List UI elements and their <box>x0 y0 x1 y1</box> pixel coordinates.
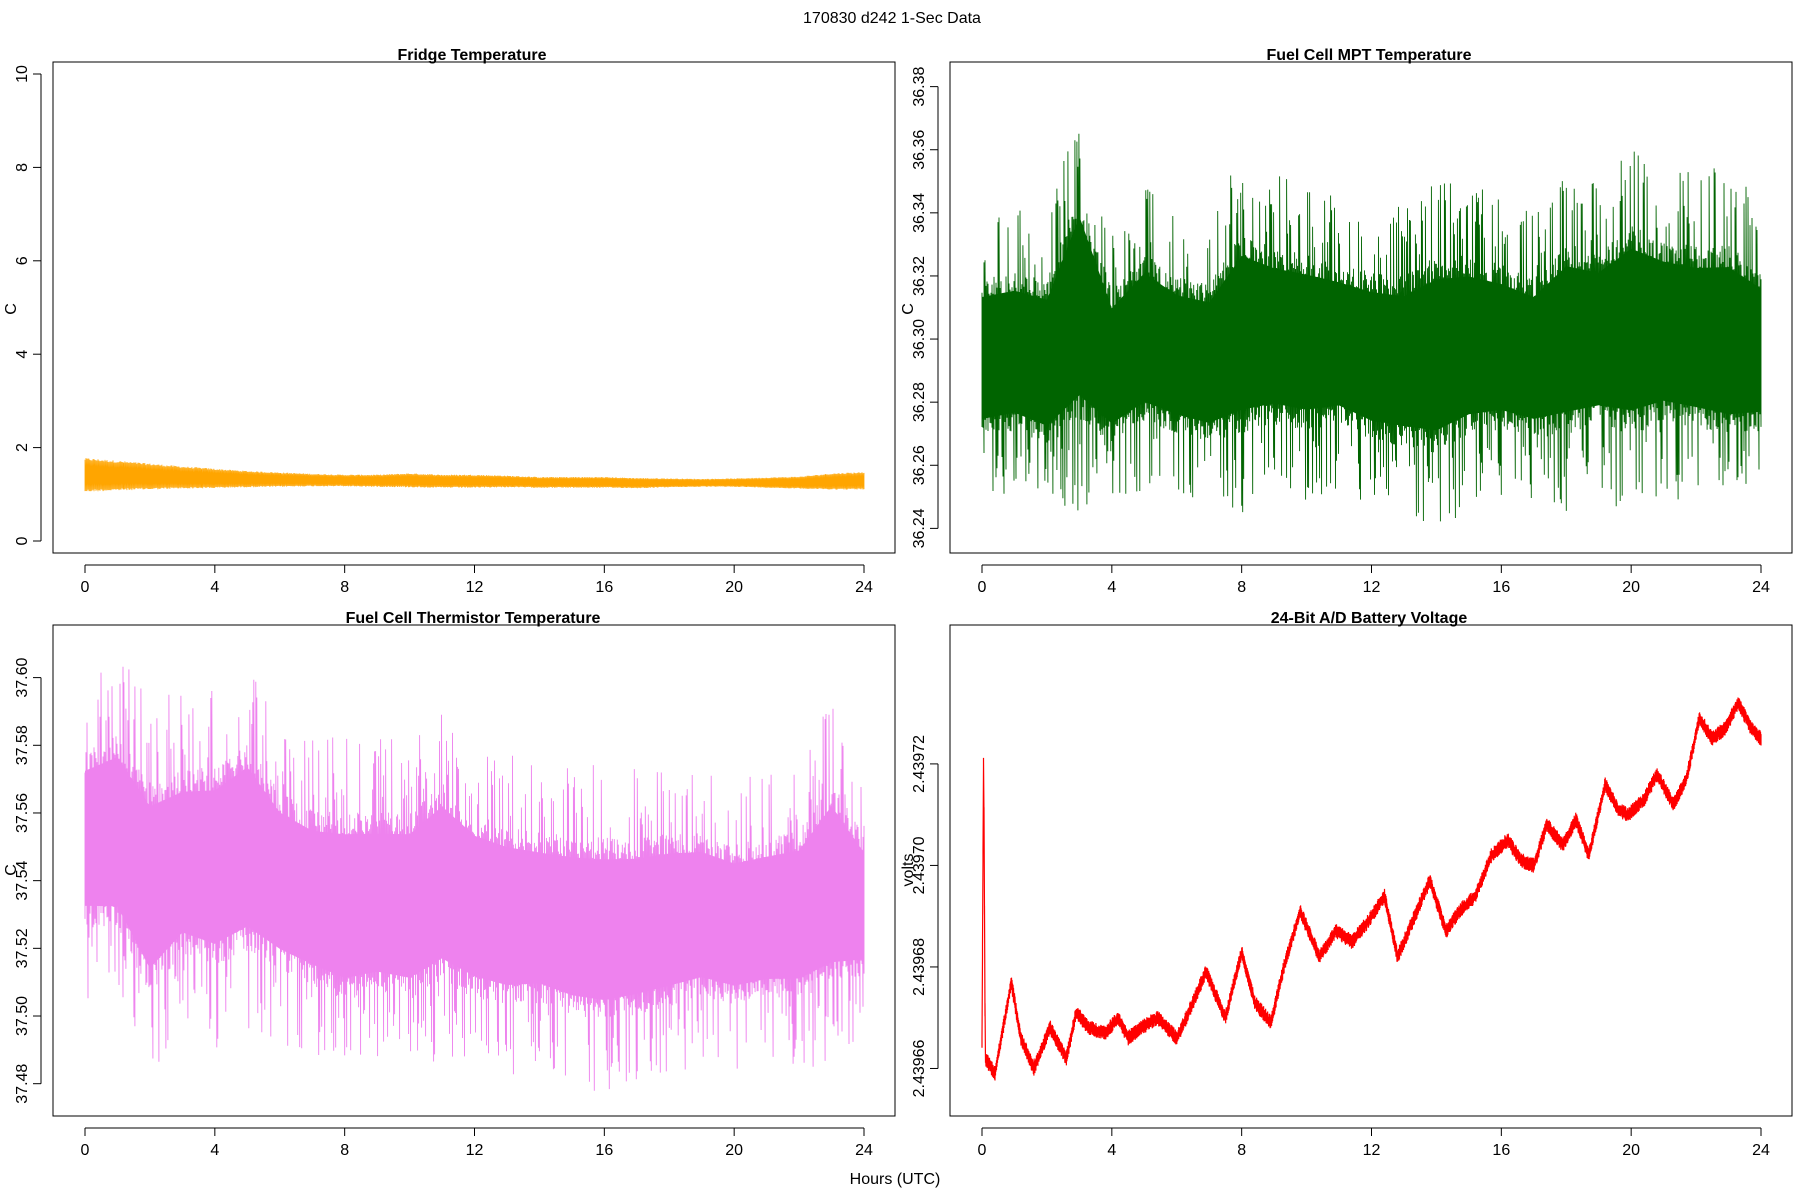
x-tick-label: 12 <box>466 1142 484 1159</box>
x-tick-label: 4 <box>210 1142 219 1159</box>
y-axis: 36.24 36.26 36.28 36.30 36.32 36.34 36.36 36.38 <box>911 67 939 548</box>
y-tick-label: 37.50 <box>14 996 31 1036</box>
data-layer <box>981 697 1762 1081</box>
x-tick-label: 20 <box>725 1142 743 1159</box>
y-tick-label: 36.34 <box>911 193 928 233</box>
x-tick-label: 8 <box>340 579 349 596</box>
y-tick-label: 2 <box>14 443 31 452</box>
x-tick-label: 20 <box>725 579 743 596</box>
x-tick-label: 16 <box>1492 579 1510 596</box>
plot-frame <box>949 624 1793 1117</box>
x-axis: 0 4 8 12 16 20 24 <box>978 1127 1770 1159</box>
y-axis: 2.43966 2.43968 2.43970 2.43972 <box>911 735 939 1097</box>
y-tick-label: 37.60 <box>14 657 31 697</box>
y-axis: 0 2 4 6 8 10 <box>14 65 42 545</box>
y-tick-label: 10 <box>14 65 31 83</box>
y-tick-label: 2.43968 <box>911 938 928 996</box>
x-tick-label: 4 <box>1107 1142 1116 1159</box>
panel-title: 24-Bit A/D Battery Voltage <box>1271 610 1468 627</box>
series-trace <box>981 697 1762 1081</box>
y-tick-label: 36.38 <box>911 67 928 107</box>
y-tick-label: 36.32 <box>911 256 928 296</box>
x-tick-label: 12 <box>1363 1142 1381 1159</box>
y-tick-label: 4 <box>14 350 31 359</box>
x-tick-label: 12 <box>466 579 484 596</box>
panel-title: Fridge Temperature <box>397 47 546 64</box>
x-axis: 0 4 8 12 16 20 24 <box>81 1127 873 1159</box>
series-core-band <box>982 216 1761 431</box>
y-axis: 37.48 37.50 37.52 37.54 37.56 37.58 37.60 <box>14 657 42 1104</box>
data-layer <box>981 133 1762 522</box>
x-tick-label: 4 <box>1107 579 1116 596</box>
x-tick-label: 24 <box>1752 1142 1770 1159</box>
data-layer <box>84 457 865 492</box>
y-tick-label: 2.43970 <box>911 836 928 894</box>
y-tick-label: 36.28 <box>911 382 928 422</box>
x-axis: 0 4 8 12 16 20 24 <box>978 564 1770 596</box>
y-tick-label: 2.43972 <box>911 735 928 793</box>
x-tick-label: 24 <box>1752 579 1770 596</box>
x-tick-label: 0 <box>978 1142 987 1159</box>
x-tick-label: 16 <box>595 1142 613 1159</box>
panel-title: Fuel Cell Thermistor Temperature <box>346 610 601 627</box>
y-axis-label: volts <box>900 854 917 887</box>
x-tick-label: 0 <box>81 579 90 596</box>
x-tick-label: 24 <box>855 579 873 596</box>
y-tick-label: 36.36 <box>911 130 928 170</box>
y-tick-label: 6 <box>14 256 31 265</box>
figure-title: 170830 d242 1-Sec Data <box>803 10 981 27</box>
plot-frame <box>949 61 1793 554</box>
plot-frame <box>52 624 896 1117</box>
x-tick-label: 0 <box>81 1142 90 1159</box>
panel-title: Fuel Cell MPT Temperature <box>1266 47 1471 64</box>
x-tick-label: 16 <box>595 579 613 596</box>
y-tick-label: 37.52 <box>14 928 31 968</box>
y-tick-label: 36.24 <box>911 508 928 548</box>
x-tick-label: 8 <box>1237 1142 1246 1159</box>
x-tick-label: 24 <box>855 1142 873 1159</box>
y-axis-label: C <box>3 303 20 315</box>
y-tick-label: 37.56 <box>14 793 31 833</box>
plot-frame <box>52 61 896 554</box>
x-axis: 0 4 8 12 16 20 24 <box>81 564 873 596</box>
x-tick-label: 12 <box>1363 579 1381 596</box>
y-tick-label: 37.58 <box>14 725 31 765</box>
x-tick-label: 8 <box>1237 579 1246 596</box>
y-axis-label: C <box>900 303 917 315</box>
figure-xlabel: Hours (UTC) <box>850 1171 941 1188</box>
x-tick-label: 20 <box>1622 1142 1640 1159</box>
y-tick-label: 36.26 <box>911 445 928 485</box>
x-tick-label: 4 <box>210 579 219 596</box>
series-core-band <box>85 757 864 1001</box>
y-tick-label: 37.54 <box>14 861 31 901</box>
y-tick-label: 36.30 <box>911 319 928 359</box>
y-tick-label: 0 <box>14 536 31 545</box>
y-tick-label: 37.48 <box>14 1064 31 1104</box>
x-tick-label: 8 <box>340 1142 349 1159</box>
y-tick-label: 2.43966 <box>911 1039 928 1097</box>
x-tick-label: 0 <box>978 579 987 596</box>
y-tick-label: 8 <box>14 163 31 172</box>
x-tick-label: 20 <box>1622 579 1640 596</box>
panel-fuel-cell-mpt-temperature: Fuel Cell MPT Temperature C 0 4 8 12 16 20 24 … <box>900 47 1793 596</box>
y-axis-label: C <box>3 864 20 876</box>
x-tick-label: 16 <box>1492 1142 1510 1159</box>
panel-fuel-cell-thermistor-temperature: Fuel Cell Thermistor Temperature C 0 4 8 12… <box>3 610 896 1159</box>
series-trace <box>84 457 865 492</box>
panel-battery-voltage: 24-Bit A/D Battery Voltage volts 0 4 8 12 16… <box>900 610 1793 1159</box>
data-layer <box>84 666 865 1091</box>
